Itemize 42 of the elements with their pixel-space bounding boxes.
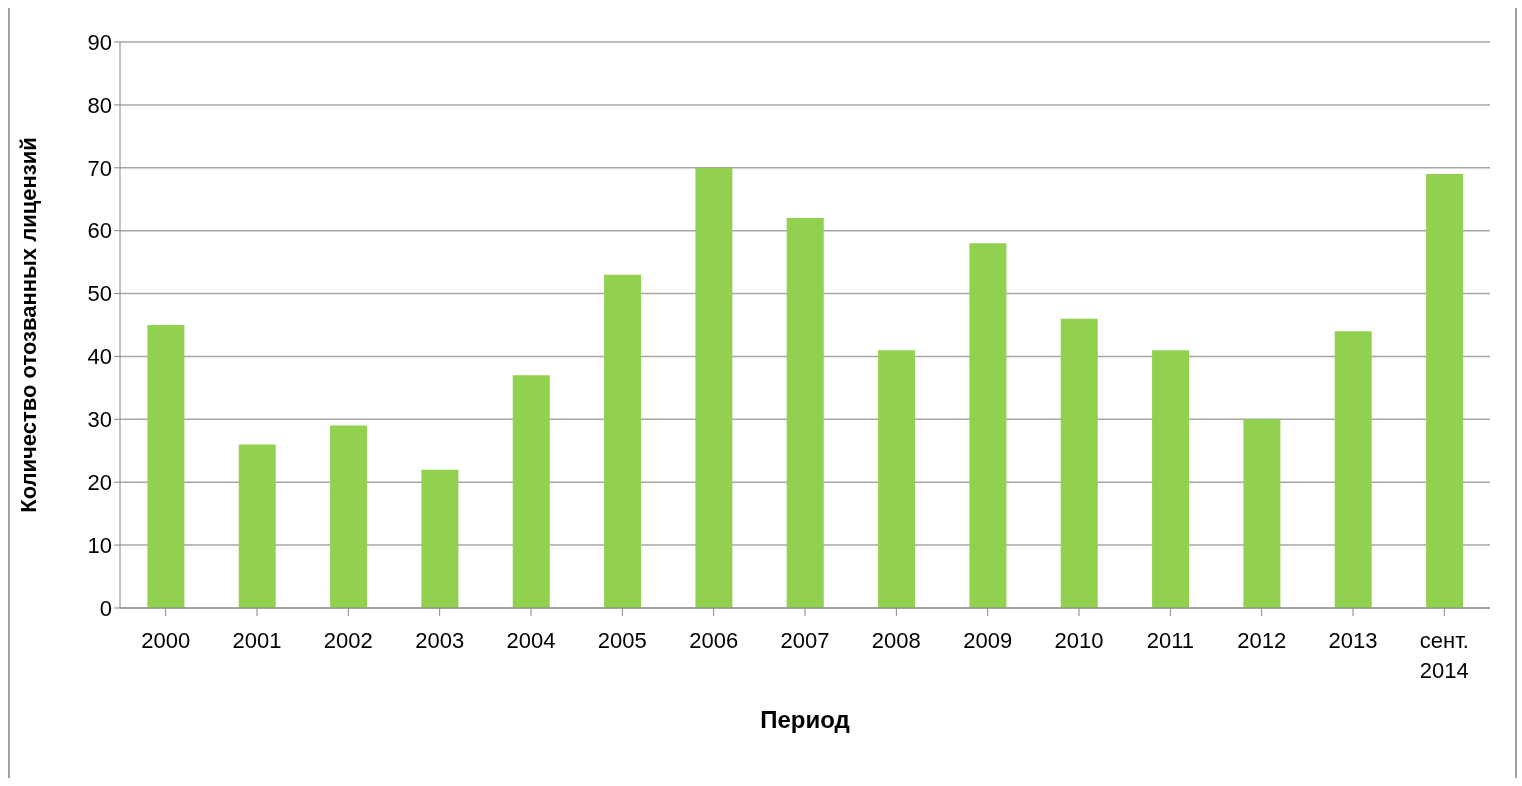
x-tick-label: 2004: [506, 628, 556, 653]
y-tick-label: 90: [87, 29, 112, 55]
y-tick-label: 30: [87, 407, 112, 433]
x-tick-label: 2000: [141, 628, 191, 653]
bar: [969, 243, 1007, 608]
bar: [421, 469, 459, 608]
y-tick-label: 60: [87, 218, 112, 244]
bar: [512, 375, 550, 608]
bar: [878, 350, 916, 608]
y-tick-label: 40: [87, 344, 112, 370]
x-tick-label: 2010: [1054, 628, 1104, 653]
y-tick-label: 80: [87, 92, 112, 118]
x-tick-label: 2012: [1237, 628, 1287, 653]
x-tick-label: 2002: [323, 628, 373, 653]
x-tick-label: 2013: [1328, 628, 1378, 653]
bar: [1243, 419, 1281, 608]
bar: [1426, 174, 1464, 608]
bar: [1334, 331, 1372, 608]
bar: [604, 274, 642, 608]
x-tick-label: 2008: [871, 628, 921, 653]
bar: [147, 325, 185, 608]
x-tick-label: 2006: [689, 628, 739, 653]
x-axis-title: Период: [760, 706, 850, 733]
bar: [330, 425, 368, 608]
x-tick-label: 2009: [963, 628, 1013, 653]
x-tick-label: сент. 2014: [1419, 628, 1469, 683]
bar: [695, 167, 733, 608]
y-tick-label: 70: [87, 155, 112, 181]
x-tick-label: 2005: [597, 628, 647, 653]
x-tick-label: 2001: [232, 628, 282, 653]
bar: [1060, 318, 1098, 608]
bar: [1152, 350, 1190, 608]
y-tick-label: 20: [87, 470, 112, 496]
y-tick-label: 0: [99, 595, 112, 621]
y-tick-label: 10: [87, 532, 112, 558]
y-axis-title: Количество отозванных лицензий: [15, 137, 41, 513]
x-tick-label: 2011: [1146, 628, 1194, 653]
bar: [238, 444, 276, 608]
bar: [786, 218, 824, 608]
x-tick-label: 2003: [415, 628, 465, 653]
x-tick-label: 2007: [780, 628, 830, 653]
y-tick-label: 50: [87, 281, 112, 307]
